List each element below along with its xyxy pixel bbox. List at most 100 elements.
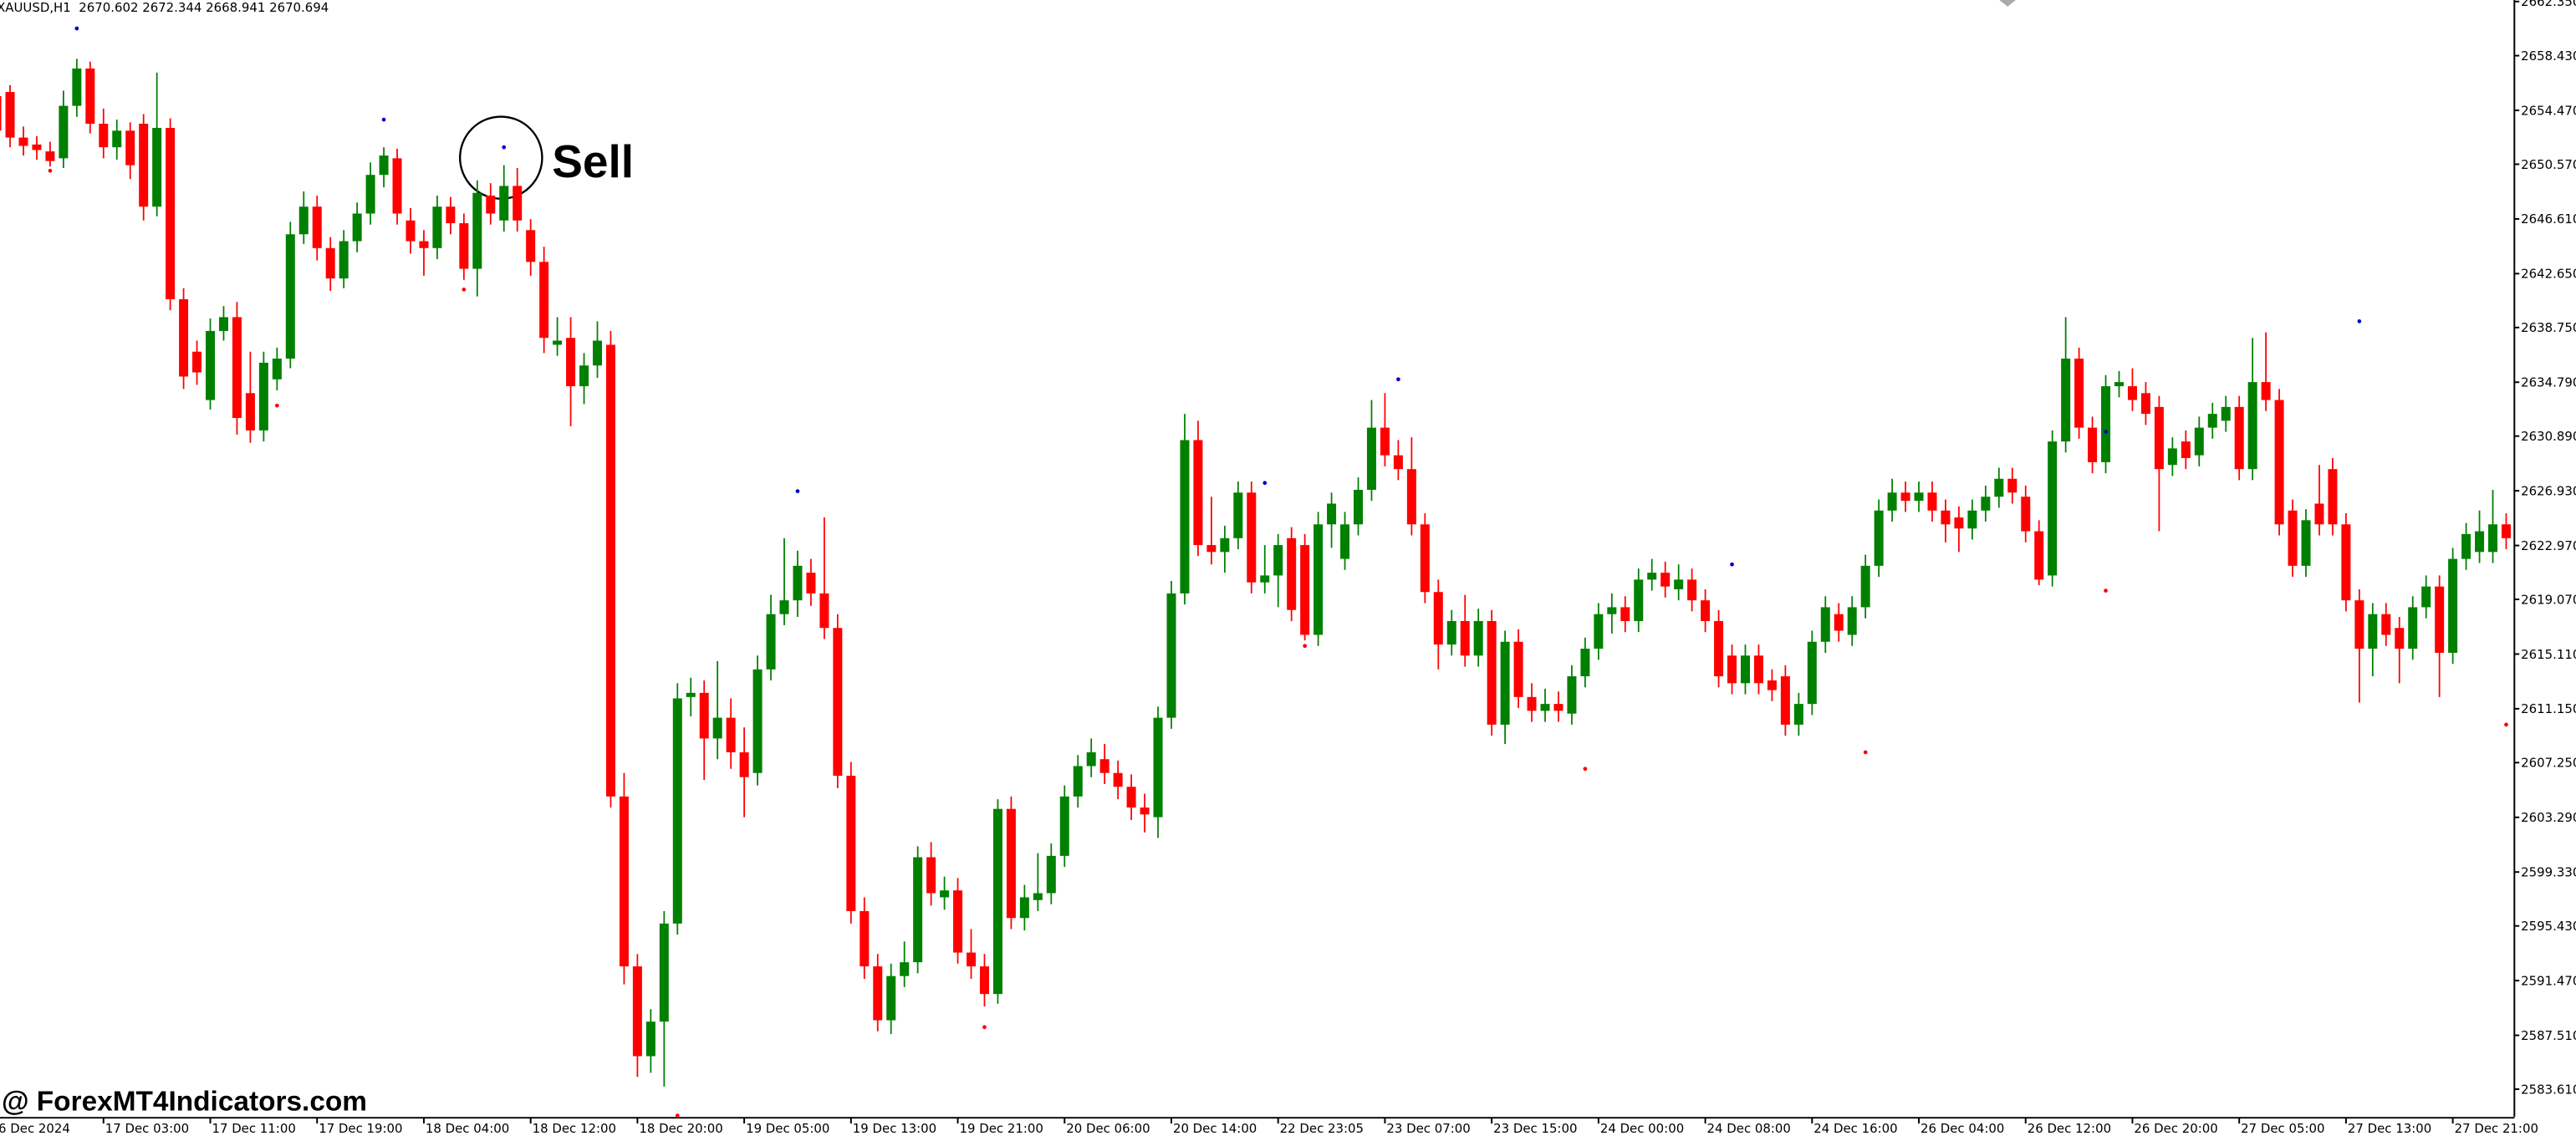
candle-body xyxy=(2021,497,2031,532)
candle-body xyxy=(2448,558,2458,653)
candle-body xyxy=(1126,787,1136,808)
down-fractal xyxy=(274,403,279,408)
up-fractal xyxy=(1396,377,1400,382)
candle-body xyxy=(392,158,402,214)
candle-body xyxy=(1634,579,1644,621)
candle-body xyxy=(419,241,429,248)
down-fractal xyxy=(675,1113,680,1118)
x-tick-label: 24 Dec 08:00 xyxy=(1707,1121,1791,1136)
x-tick-label: 19 Dec 13:00 xyxy=(853,1121,936,1136)
candle-body xyxy=(1620,607,1630,621)
candle-body xyxy=(166,128,176,299)
candle-body xyxy=(1180,440,1190,593)
candle-body xyxy=(1927,492,1937,511)
y-tick-label: 2603.290 xyxy=(2521,810,2576,825)
candle-body xyxy=(513,186,523,221)
x-tick-label: 27 Dec 21:00 xyxy=(2455,1121,2538,1136)
candle-body xyxy=(2288,510,2298,566)
candle-body xyxy=(1740,655,1750,684)
candle-body xyxy=(152,128,162,207)
candle-body xyxy=(672,698,682,924)
candle-body xyxy=(1420,524,1430,593)
down-fractal xyxy=(2504,722,2508,727)
candle-body xyxy=(99,124,109,148)
candle-body xyxy=(1687,579,1697,601)
candle-body xyxy=(806,573,816,593)
candle-body xyxy=(1727,655,1737,684)
candle-body xyxy=(2034,531,2044,580)
y-tick-label: 2591.470 xyxy=(2521,973,2576,988)
candle-body xyxy=(833,628,843,777)
candle-body xyxy=(953,890,963,953)
candle-body xyxy=(2221,406,2231,421)
candle-body xyxy=(2395,628,2405,650)
candle-body xyxy=(605,344,615,797)
candle-body xyxy=(1487,620,1497,725)
candle-body xyxy=(1260,575,1270,583)
candle-body xyxy=(2247,382,2257,470)
candle-body xyxy=(1046,855,1056,894)
candle-body xyxy=(926,857,936,894)
candle-body xyxy=(1460,620,1470,656)
up-fractal xyxy=(2104,430,2108,434)
candle-body xyxy=(1300,545,1310,635)
candle-body xyxy=(1914,492,1924,502)
annotation: Sell xyxy=(552,135,634,187)
candle-body xyxy=(2048,441,2058,576)
candle-body xyxy=(1380,427,1390,456)
candle-body xyxy=(739,751,749,777)
candle-body xyxy=(1807,641,1817,705)
candle-body xyxy=(526,230,536,262)
down-fractal xyxy=(2104,588,2108,593)
candle-body xyxy=(365,175,375,214)
candle-body xyxy=(1753,655,1763,684)
y-tick-label: 2583.610 xyxy=(2521,1082,2576,1097)
y-tick-label: 2622.970 xyxy=(2521,538,2576,553)
x-tick-label: 18 Dec 12:00 xyxy=(533,1121,616,1136)
down-fractal xyxy=(462,288,467,292)
candle-body xyxy=(659,923,669,1022)
candle-body xyxy=(1900,492,1910,502)
y-tick-label: 2654.470 xyxy=(2521,103,2576,118)
candle-body xyxy=(860,910,870,967)
x-tick-label: 20 Dec 14:00 xyxy=(1173,1121,1257,1136)
candle-body xyxy=(1981,497,1991,511)
candle-body xyxy=(125,130,135,166)
candle-body xyxy=(592,340,602,366)
candle-body xyxy=(1166,593,1176,718)
x-tick-label: 6 Dec 2024 xyxy=(0,1121,70,1136)
candle-body xyxy=(72,68,82,106)
candle-body xyxy=(486,195,496,214)
candle-body xyxy=(819,593,829,629)
candle-body xyxy=(272,358,282,380)
candle-body xyxy=(2475,531,2485,553)
candle-body xyxy=(632,966,642,1057)
candle-body xyxy=(1340,524,1350,559)
candle-body xyxy=(59,105,69,159)
candle-body xyxy=(1847,607,1857,635)
candle-body xyxy=(712,717,722,739)
y-tick-label: 2646.610 xyxy=(2521,211,2576,227)
candle-body xyxy=(1674,579,1684,589)
candle-body xyxy=(459,223,469,269)
candle-body xyxy=(1327,503,1337,525)
candle-body xyxy=(1941,510,1951,525)
candle-body xyxy=(1406,469,1416,525)
candle-body xyxy=(2074,358,2084,428)
candle-body xyxy=(1994,478,2004,497)
down-fractal xyxy=(982,1025,987,1030)
candle-body xyxy=(1580,649,1590,677)
candle-body xyxy=(85,68,95,125)
candle-body xyxy=(539,262,549,339)
candle-body xyxy=(766,614,776,670)
candle-body xyxy=(285,234,295,359)
candle-body xyxy=(1153,717,1163,818)
candle-body xyxy=(979,966,989,995)
candle-body xyxy=(846,776,856,911)
candle-body xyxy=(886,976,896,1021)
candle-body xyxy=(432,206,442,248)
candle-body xyxy=(2261,382,2271,400)
candle-body xyxy=(1701,600,1711,621)
x-tick-label: 23 Dec 15:00 xyxy=(1493,1121,1577,1136)
